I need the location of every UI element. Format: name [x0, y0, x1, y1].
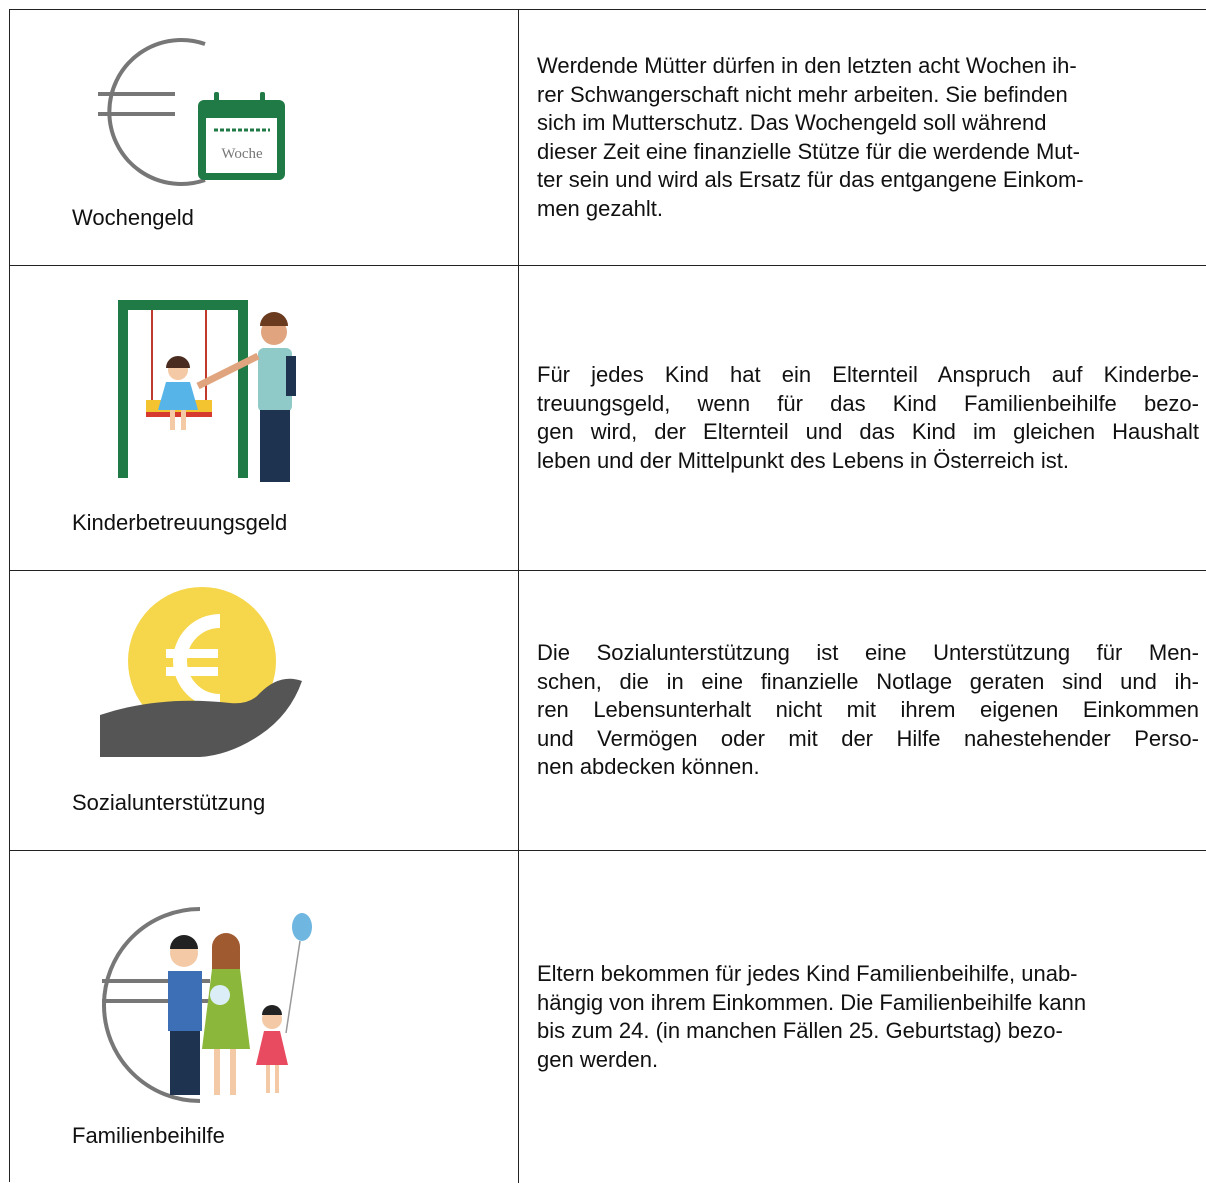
text-line: gen werden. — [537, 1046, 659, 1072]
paragraph: Werdende Mütter dürfen in den letzten ac… — [537, 52, 1199, 223]
paragraph: Die Sozialunterstützung ist eine Unterst… — [537, 639, 1199, 782]
icon-kinderbetreuungsgeld — [118, 300, 296, 482]
text-line: treuungsgeld, wenn für das Kind Familien… — [537, 390, 1199, 416]
text-line: gen wird, der Elternteil und das Kind im… — [537, 419, 1199, 444]
text-line: Werdende Mütter dürfen in den letzten ac… — [537, 53, 1077, 78]
text-line: leben und der Mittelpunkt des Lebens in … — [537, 447, 1069, 473]
text-line: Die Sozialunterstützung ist eine Unterst… — [537, 640, 1199, 666]
text-line: rer Schwangerschaft nicht mehr arbeiten.… — [537, 81, 1068, 107]
icon-sozialunterstuetzung — [100, 587, 302, 757]
text-line: Eltern bekommen für jedes Kind Familienb… — [537, 961, 1078, 986]
text-line: schen, die in eine finanzielle Notlage g… — [537, 668, 1199, 694]
text-line: sich im Mutterschutz. Das Wochengeld sol… — [537, 110, 1047, 135]
text-cell: Für jedes Kind hat ein Elternteil Anspru… — [519, 266, 1206, 570]
text-cell: Werdende Mütter dürfen in den letzten ac… — [519, 10, 1206, 265]
text-line: Für jedes Kind hat ein Elternteil Anspru… — [537, 362, 1199, 387]
text-cell: Eltern bekommen für jedes Kind Familienb… — [519, 851, 1206, 1183]
icon-text: Woche — [221, 146, 263, 162]
icon-cell: Sozialunterstützung — [10, 571, 519, 850]
table-row: Woche Wochengeld Werdende Mütter dürfen … — [10, 10, 1206, 266]
text-line: ren Lebensunterhalt nicht mit ihrem eige… — [537, 697, 1199, 723]
table-row: Familienbeihilfe Eltern bekommen für jed… — [10, 851, 1206, 1183]
text-cell: Die Sozialunterstützung ist eine Unterst… — [519, 571, 1206, 850]
row-label: Familienbeihilfe — [72, 1123, 225, 1148]
icon-cell: Woche Wochengeld — [10, 10, 519, 265]
text-line: nen abdecken können. — [537, 754, 760, 780]
icon-cell: Familienbeihilfe — [10, 851, 519, 1183]
table: Woche Wochengeld Werdende Mütter dürfen … — [9, 9, 1206, 1183]
table-row: Kinderbetreuungsgeld Für jedes Kind hat … — [10, 266, 1206, 571]
paragraph: Eltern bekommen für jedes Kind Familienb… — [537, 960, 1199, 1074]
text-line: dieser Zeit eine finanzielle Stütze für … — [537, 138, 1080, 164]
text-line: bis zum 24. (in manchen Fällen 25. Gebur… — [537, 1018, 1063, 1043]
icon-cell: Kinderbetreuungsgeld — [10, 266, 519, 570]
table-row: Sozialunterstützung Die Sozialunterstütz… — [10, 571, 1206, 851]
text-line: ter sein und wird als Ersatz für das ent… — [537, 167, 1084, 192]
paragraph: Für jedes Kind hat ein Elternteil Anspru… — [537, 361, 1199, 475]
icon-familienbeihilfe — [102, 907, 312, 1103]
row-label: Wochengeld — [72, 205, 194, 230]
icon-wochengeld: Woche — [98, 38, 285, 186]
row-label: Sozialunterstützung — [72, 790, 266, 815]
row-label: Kinderbetreuungsgeld — [72, 510, 288, 535]
text-line: men gezahlt. — [537, 195, 663, 221]
text-line: und Vermögen oder mit der Hilfe nahesteh… — [537, 725, 1199, 751]
text-line: hängig von ihrem Einkommen. Die Familien… — [537, 989, 1087, 1015]
